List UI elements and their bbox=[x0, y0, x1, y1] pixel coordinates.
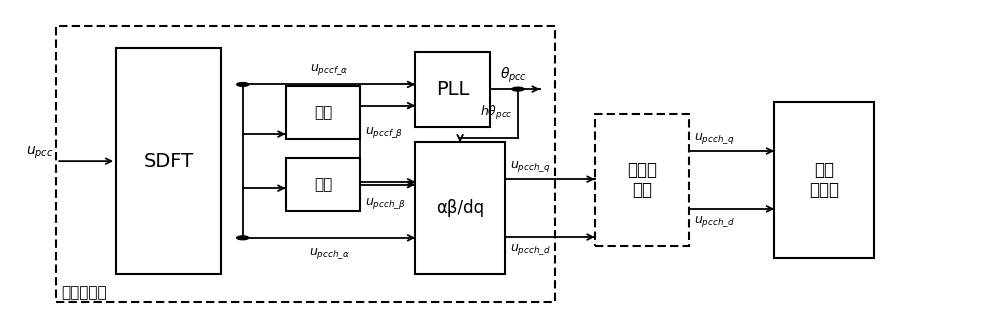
Bar bbox=[286, 86, 360, 139]
Text: PLL: PLL bbox=[436, 80, 469, 99]
Circle shape bbox=[512, 87, 524, 91]
Text: $u_{pcch\_d}$: $u_{pcch\_d}$ bbox=[694, 214, 735, 229]
Text: $u_{pccf\_\beta}$: $u_{pccf\_\beta}$ bbox=[365, 125, 403, 140]
Bar bbox=[774, 102, 874, 258]
Text: $h\theta_{pcc}$: $h\theta_{pcc}$ bbox=[480, 104, 513, 122]
Bar bbox=[286, 158, 360, 211]
Text: αβ/dq: αβ/dq bbox=[436, 199, 484, 217]
Bar bbox=[595, 114, 689, 246]
Text: $u_{pcch\_q}$: $u_{pcch\_q}$ bbox=[510, 159, 550, 174]
Bar bbox=[116, 48, 221, 274]
Text: $u_{pcch\_\beta}$: $u_{pcch\_\beta}$ bbox=[365, 196, 406, 210]
Text: $u_{pccf\_\alpha}$: $u_{pccf\_\alpha}$ bbox=[310, 62, 348, 77]
Text: 延时: 延时 bbox=[314, 177, 332, 192]
Bar bbox=[415, 142, 505, 274]
Text: 低带宽
通信: 低带宽 通信 bbox=[627, 161, 657, 199]
Bar bbox=[56, 27, 555, 302]
Text: 本地
控制器: 本地 控制器 bbox=[809, 161, 839, 199]
Text: $u_{pcc}$: $u_{pcc}$ bbox=[26, 145, 54, 161]
Text: SDFT: SDFT bbox=[143, 152, 193, 171]
Bar bbox=[415, 52, 490, 127]
Circle shape bbox=[237, 82, 249, 86]
Text: $u_{pcch\_d}$: $u_{pcch\_d}$ bbox=[510, 242, 551, 257]
Circle shape bbox=[237, 236, 249, 240]
Text: $\theta_{pcc}$: $\theta_{pcc}$ bbox=[500, 65, 527, 85]
Text: $u_{pcch\_\alpha}$: $u_{pcch\_\alpha}$ bbox=[309, 246, 349, 261]
Text: 集中控制器: 集中控制器 bbox=[61, 286, 107, 301]
Text: $u_{pcch\_q}$: $u_{pcch\_q}$ bbox=[694, 131, 735, 146]
Text: 延时: 延时 bbox=[314, 105, 332, 120]
